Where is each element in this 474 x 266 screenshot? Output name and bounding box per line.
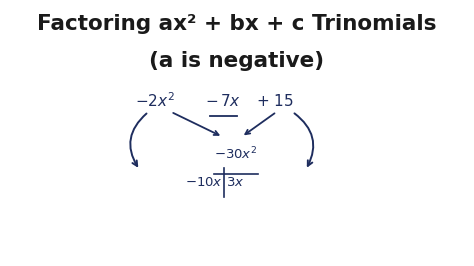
Text: $+\ 15$: $+\ 15$ <box>255 93 293 109</box>
Text: (a is negative): (a is negative) <box>149 51 325 71</box>
Text: $-2x^2$: $-2x^2$ <box>135 92 175 110</box>
Text: $-30x^2$: $-30x^2$ <box>214 146 257 163</box>
Text: $3x$: $3x$ <box>227 176 245 189</box>
Text: Factoring ax² + bx + c Trinomials: Factoring ax² + bx + c Trinomials <box>37 14 437 34</box>
Text: $-10x$: $-10x$ <box>185 176 223 189</box>
Text: $-\,7x$: $-\,7x$ <box>205 93 241 109</box>
